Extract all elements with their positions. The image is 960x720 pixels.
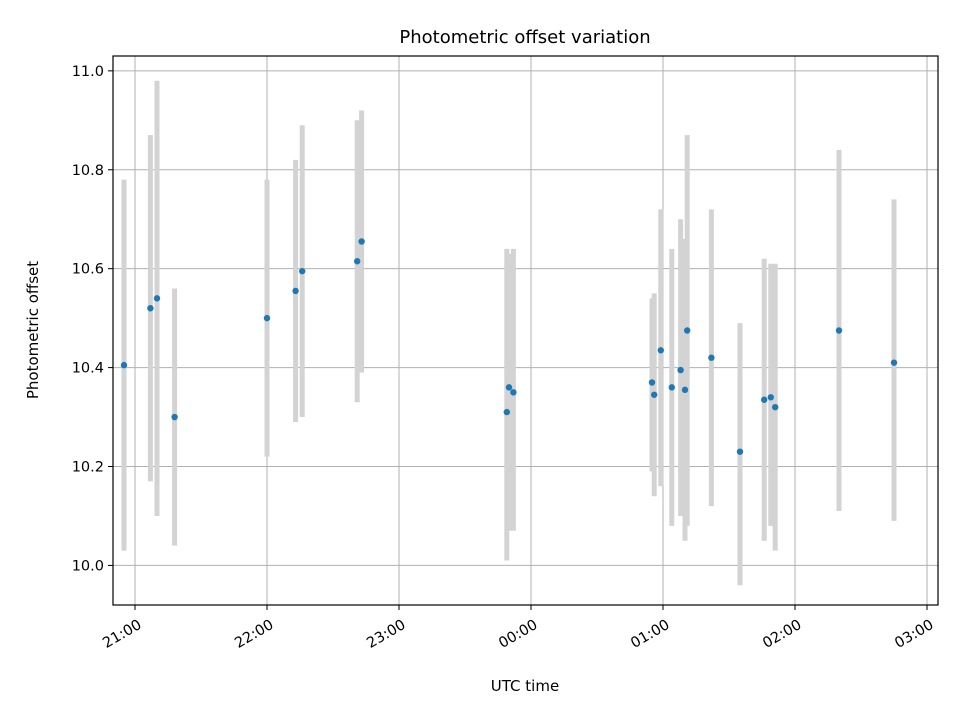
data-point <box>120 361 128 369</box>
y-tick-label: 10.2 <box>72 460 104 476</box>
data-point <box>648 379 656 386</box>
y-axis-ticks: 10.0 10.2 10.4 10.6 10.8 11.0 <box>72 64 113 574</box>
data-point <box>147 305 154 312</box>
data-point <box>835 327 843 334</box>
y-tick-label: 10.4 <box>72 361 104 377</box>
data-point <box>736 448 744 455</box>
data-point <box>657 347 664 354</box>
chart-title: Photometric offset variation <box>399 27 650 48</box>
data-point <box>681 386 689 394</box>
data-point <box>761 396 768 403</box>
data-points <box>120 238 898 455</box>
data-point <box>708 354 715 361</box>
data-point <box>299 267 306 275</box>
y-tick-label: 10.8 <box>72 163 104 179</box>
data-point <box>358 238 365 245</box>
data-point <box>503 408 510 416</box>
data-point <box>668 384 675 391</box>
data-point <box>263 314 271 322</box>
data-point <box>890 359 898 366</box>
data-point <box>510 389 517 396</box>
data-point <box>677 366 684 374</box>
data-point <box>767 394 774 401</box>
data-point <box>292 287 299 295</box>
y-axis-label: Photometric offset <box>24 261 42 399</box>
plot-frame <box>112 55 939 606</box>
data-point <box>171 413 178 421</box>
y-tick-label: 10.6 <box>72 262 104 278</box>
y-tick-label: 11.0 <box>72 64 104 80</box>
data-point <box>153 295 161 302</box>
data-point <box>684 327 691 334</box>
data-point <box>651 391 658 398</box>
data-point <box>505 384 513 391</box>
data-point <box>772 403 779 411</box>
x-axis-label: UTC time <box>491 677 559 695</box>
data-point <box>354 258 361 265</box>
y-tick-label: 10.0 <box>72 558 104 574</box>
